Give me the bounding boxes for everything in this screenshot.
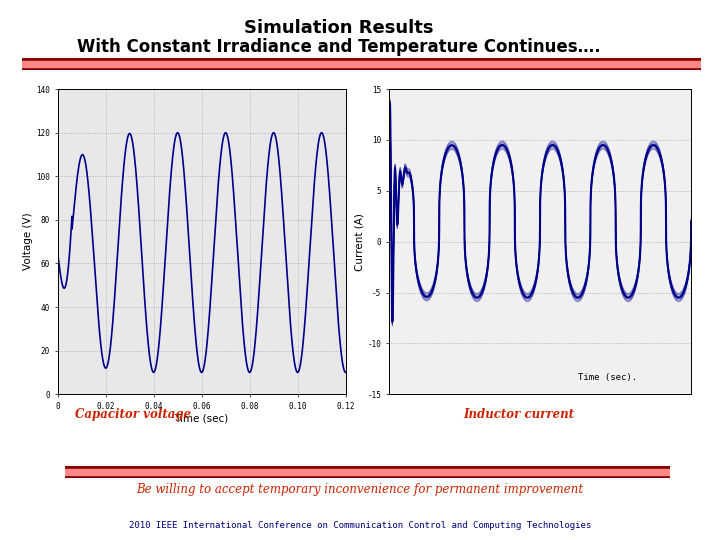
Bar xyxy=(22,62,701,68)
Text: Capacitor voltage: Capacitor voltage xyxy=(75,408,192,421)
Text: Simulation Results: Simulation Results xyxy=(243,19,433,37)
Y-axis label: Voltage (V): Voltage (V) xyxy=(23,213,33,271)
Text: 2010 IEEE International Conference on Communication Control and Computing Techno: 2010 IEEE International Conference on Co… xyxy=(129,521,591,530)
Bar xyxy=(65,469,670,475)
Text: Time (sec).: Time (sec). xyxy=(577,373,636,382)
Text: Inductor current: Inductor current xyxy=(463,408,574,421)
Text: With Constant Irradiance and Temperature Continues….: With Constant Irradiance and Temperature… xyxy=(76,38,600,56)
Text: Be willing to accept temporary inconvenience for permanent improvement: Be willing to accept temporary inconveni… xyxy=(136,483,584,496)
Y-axis label: Current (A): Current (A) xyxy=(354,213,364,271)
X-axis label: Time (sec): Time (sec) xyxy=(174,414,229,423)
